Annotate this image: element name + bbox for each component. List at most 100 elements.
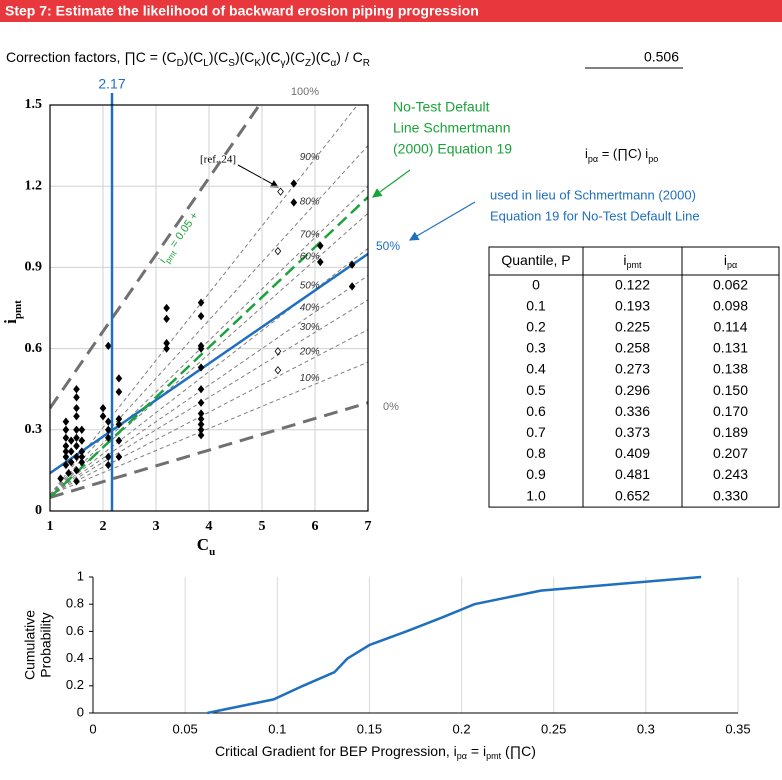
table-cell: 0.5 <box>526 382 546 398</box>
table-cell: 0.114 <box>714 318 748 334</box>
table-cell: 0.409 <box>615 445 650 461</box>
y-tick-label: 0.6 <box>66 623 84 638</box>
correction-formula-part: γ <box>281 58 286 69</box>
table-header-cell-part: i <box>724 252 727 268</box>
data-point <box>197 344 205 353</box>
data-point <box>274 366 282 375</box>
table-cell: 0.098 <box>713 297 748 313</box>
x-tick-label: 3 <box>153 519 160 534</box>
blue-note: Equation 19 for No-Test Default Line <box>490 208 700 223</box>
quantile-line <box>50 105 358 496</box>
correction-formula-part: R <box>363 58 370 69</box>
data-point <box>197 363 205 372</box>
data-point <box>78 436 86 445</box>
x-tick-label: 0.05 <box>172 721 197 736</box>
vertical-line-label: 2.17 <box>98 76 125 92</box>
table-cell: 0.122 <box>615 276 650 292</box>
data-point <box>62 425 70 434</box>
data-point <box>62 433 70 443</box>
x-tick-label: 0.25 <box>541 721 566 736</box>
data-point <box>163 344 170 353</box>
data-point <box>73 393 80 402</box>
x-axis-label-part: pα <box>457 751 467 761</box>
y-tick-label: 0 <box>35 503 42 518</box>
correction-formula-part: Z <box>305 58 311 69</box>
line-label: 100% <box>291 86 319 98</box>
data-point <box>65 468 72 478</box>
quantile-line <box>50 329 368 496</box>
data-point <box>62 417 70 426</box>
green-arrow <box>372 169 411 198</box>
header-title: Step 7: Estimate the likelihood of backw… <box>5 3 479 19</box>
y-axis-label: ipmt <box>1 300 24 324</box>
quantile-line <box>50 196 368 499</box>
green-note: No-Test Default <box>393 99 490 115</box>
correction-formula-part: K <box>254 58 261 69</box>
data-point <box>104 452 112 462</box>
y-axis-label: Cumulative <box>22 610 38 680</box>
quantile-line <box>50 401 368 499</box>
table-cell: 0.3 <box>526 340 546 356</box>
data-point <box>73 441 80 451</box>
data-point <box>290 179 298 188</box>
table-cell: 0.652 <box>615 487 650 503</box>
equation-note-part: = (∏C) i <box>598 146 648 161</box>
cdf-line <box>207 575 702 715</box>
x-axis-label-part: u <box>209 546 215 558</box>
x-tick-label: 2 <box>100 519 107 534</box>
data-point <box>67 447 75 456</box>
data-point <box>78 452 86 462</box>
data-point <box>73 425 80 434</box>
y-tick-label: 0.8 <box>66 596 84 611</box>
table-cell: 0.9 <box>526 466 546 482</box>
y-tick-label: 0.6 <box>25 341 43 356</box>
correction-formula-part: α <box>331 58 337 69</box>
data-point <box>115 374 123 383</box>
data-point <box>67 436 75 445</box>
green-note: (2000) Equation 19 <box>393 141 512 157</box>
quantile-line <box>50 299 368 496</box>
correction-formula-part: Correction factors, ∏C = (C <box>6 49 177 65</box>
x-tick-label: 0.15 <box>357 721 382 736</box>
equation-note-part: i <box>585 146 588 161</box>
data-point <box>274 247 282 256</box>
x-axis-label-part: = i <box>467 743 486 759</box>
x-tick-label: 0 <box>89 721 96 736</box>
equation-note-part: pα <box>588 154 598 164</box>
data-point <box>73 452 80 462</box>
table-cell: 0.1 <box>526 297 546 313</box>
table-header-cell: ipα <box>724 252 737 271</box>
y-tick-label: 0.4 <box>66 650 84 665</box>
table-cell: 0 <box>532 276 540 292</box>
x-axis-label-part: (∏C) <box>501 743 536 759</box>
table-header-cell-part: Quantile, P <box>501 252 570 268</box>
y-tick-label: 1.5 <box>25 97 43 112</box>
x-tick-label: 5 <box>259 519 266 534</box>
correction-value: 0.506 <box>644 49 679 65</box>
line-label: 50% <box>300 280 320 291</box>
data-point <box>99 404 107 413</box>
x-axis-label-part: C <box>197 535 209 554</box>
table-header-cell-part: pα <box>727 260 737 270</box>
y-axis-label-part: pmt <box>12 300 24 319</box>
table-header-cell-part: i <box>623 252 626 268</box>
data-point <box>115 420 123 429</box>
line-label: 30% <box>300 322 320 333</box>
table-cell: 0.170 <box>713 403 748 419</box>
data-point <box>57 474 64 483</box>
table-header-cell: ipmt <box>623 252 642 271</box>
data-point <box>316 241 324 250</box>
quantile-line <box>50 361 368 496</box>
x-axis-label-part: pmt <box>486 751 502 761</box>
green-note: Line Schmertmann <box>393 120 511 136</box>
line-label: 40% <box>300 302 320 313</box>
correction-formula-part: L <box>203 58 209 69</box>
correction-formula-part: )(C <box>286 49 305 65</box>
y-axis-label: Probability <box>38 612 54 677</box>
ref-arrow <box>237 164 279 188</box>
ref-label: [ref. 24] <box>200 154 236 166</box>
line-group <box>50 105 368 499</box>
table-cell: 0.062 <box>713 276 748 292</box>
data-point <box>348 260 356 269</box>
